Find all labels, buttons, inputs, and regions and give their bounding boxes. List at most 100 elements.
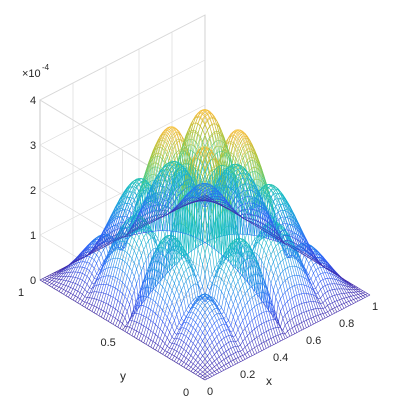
mesh-segment [101, 249, 104, 254]
mesh-segment [228, 354, 232, 357]
mesh-segment [200, 119, 203, 126]
mesh-segment [117, 241, 121, 250]
mesh-segment [301, 321, 305, 323]
mesh-segment [126, 327, 130, 334]
mesh-segment [322, 278, 326, 280]
mesh-segment [256, 344, 260, 347]
mesh-segment [56, 273, 60, 277]
mesh-segment [197, 138, 201, 151]
mesh-segment [348, 300, 352, 302]
mesh-segment [188, 340, 192, 347]
mesh-segment [65, 281, 69, 286]
mesh-segment [141, 265, 144, 272]
mesh-segment [211, 371, 215, 374]
mesh-segment [280, 295, 284, 300]
mesh-segment [84, 262, 88, 268]
mesh-segment [44, 281, 48, 284]
mesh-segment [218, 331, 222, 335]
mesh-segment [131, 276, 135, 285]
mesh-segment [235, 281, 239, 287]
mesh-segment [346, 296, 349, 298]
mesh-segment [228, 311, 232, 321]
mesh-segment [136, 277, 140, 284]
mesh-segment [82, 281, 86, 288]
mesh-segment [162, 289, 166, 299]
mesh-segment [103, 284, 107, 294]
mesh-segment [162, 343, 166, 349]
mesh-segment [126, 267, 130, 277]
mesh-segment [98, 309, 102, 316]
mesh-segment [136, 227, 140, 234]
mesh-segment [176, 345, 180, 352]
mesh-segment [214, 313, 217, 316]
mesh-segment [68, 272, 71, 277]
mesh-segment [159, 298, 163, 308]
mesh-segment [317, 320, 321, 322]
mesh-segment [174, 289, 177, 296]
mesh-segment [339, 293, 342, 295]
mesh-segment [162, 324, 166, 332]
mesh-segment [296, 323, 300, 326]
mesh-segment [329, 289, 333, 291]
mesh-segment [251, 338, 255, 342]
mesh-segment [51, 281, 55, 284]
mesh-segment [143, 226, 147, 232]
mesh-segment [233, 310, 236, 318]
mesh-segment [167, 321, 170, 329]
mesh-segment [209, 325, 213, 330]
mesh-segment [214, 373, 217, 376]
mesh-segment [70, 294, 74, 299]
mesh-segment [343, 306, 347, 309]
mesh-segment [91, 298, 95, 305]
mesh-segment [197, 312, 201, 318]
mesh-segment [103, 275, 107, 285]
mesh-segment [110, 297, 114, 306]
mesh-segment [192, 330, 196, 336]
mesh-segment [259, 312, 262, 315]
mesh-segment [72, 267, 76, 273]
mesh-segment [254, 304, 258, 307]
mesh-segment [192, 365, 196, 369]
mesh-segment [138, 255, 142, 263]
mesh-segment [192, 359, 196, 364]
mesh-segment [72, 277, 76, 283]
mesh-segment [339, 309, 342, 312]
mesh-segment [126, 198, 130, 205]
mesh-segment [263, 331, 267, 333]
mesh-segment [223, 336, 227, 339]
mesh-segment [108, 259, 111, 268]
mesh-segment [119, 196, 123, 203]
mesh-segment [138, 314, 142, 324]
mesh-segment [365, 295, 368, 298]
mesh-segment [348, 295, 352, 298]
mesh-segment [124, 204, 128, 212]
mesh-segment [235, 329, 239, 336]
mesh-segment [318, 314, 321, 316]
mesh-segment [136, 313, 140, 323]
mesh-segment [244, 357, 248, 360]
mesh-segment [237, 356, 241, 358]
mesh-segment [110, 316, 114, 323]
mesh-segment [115, 209, 119, 217]
mesh-segment [117, 249, 121, 259]
mesh-segment [176, 170, 180, 233]
mesh-segment [44, 276, 48, 278]
mesh-segment [240, 360, 243, 363]
mesh-segment [150, 163, 154, 175]
mesh-segment [261, 341, 265, 344]
mesh-segment [311, 308, 314, 311]
mesh-segment [185, 289, 189, 295]
mesh-segment [129, 297, 133, 305]
mesh-segment [124, 311, 128, 318]
mesh-segment [185, 353, 189, 359]
mesh-segment [200, 340, 203, 346]
mesh-segment [115, 310, 119, 319]
z-gridline [39, 104, 206, 291]
mesh-segment [244, 313, 248, 318]
mesh-segment [124, 190, 128, 197]
mesh-segment [105, 304, 109, 313]
mesh-segment [167, 273, 170, 282]
mesh-segment [237, 361, 241, 364]
mesh-segment [320, 286, 324, 290]
mesh-segment [77, 292, 81, 298]
